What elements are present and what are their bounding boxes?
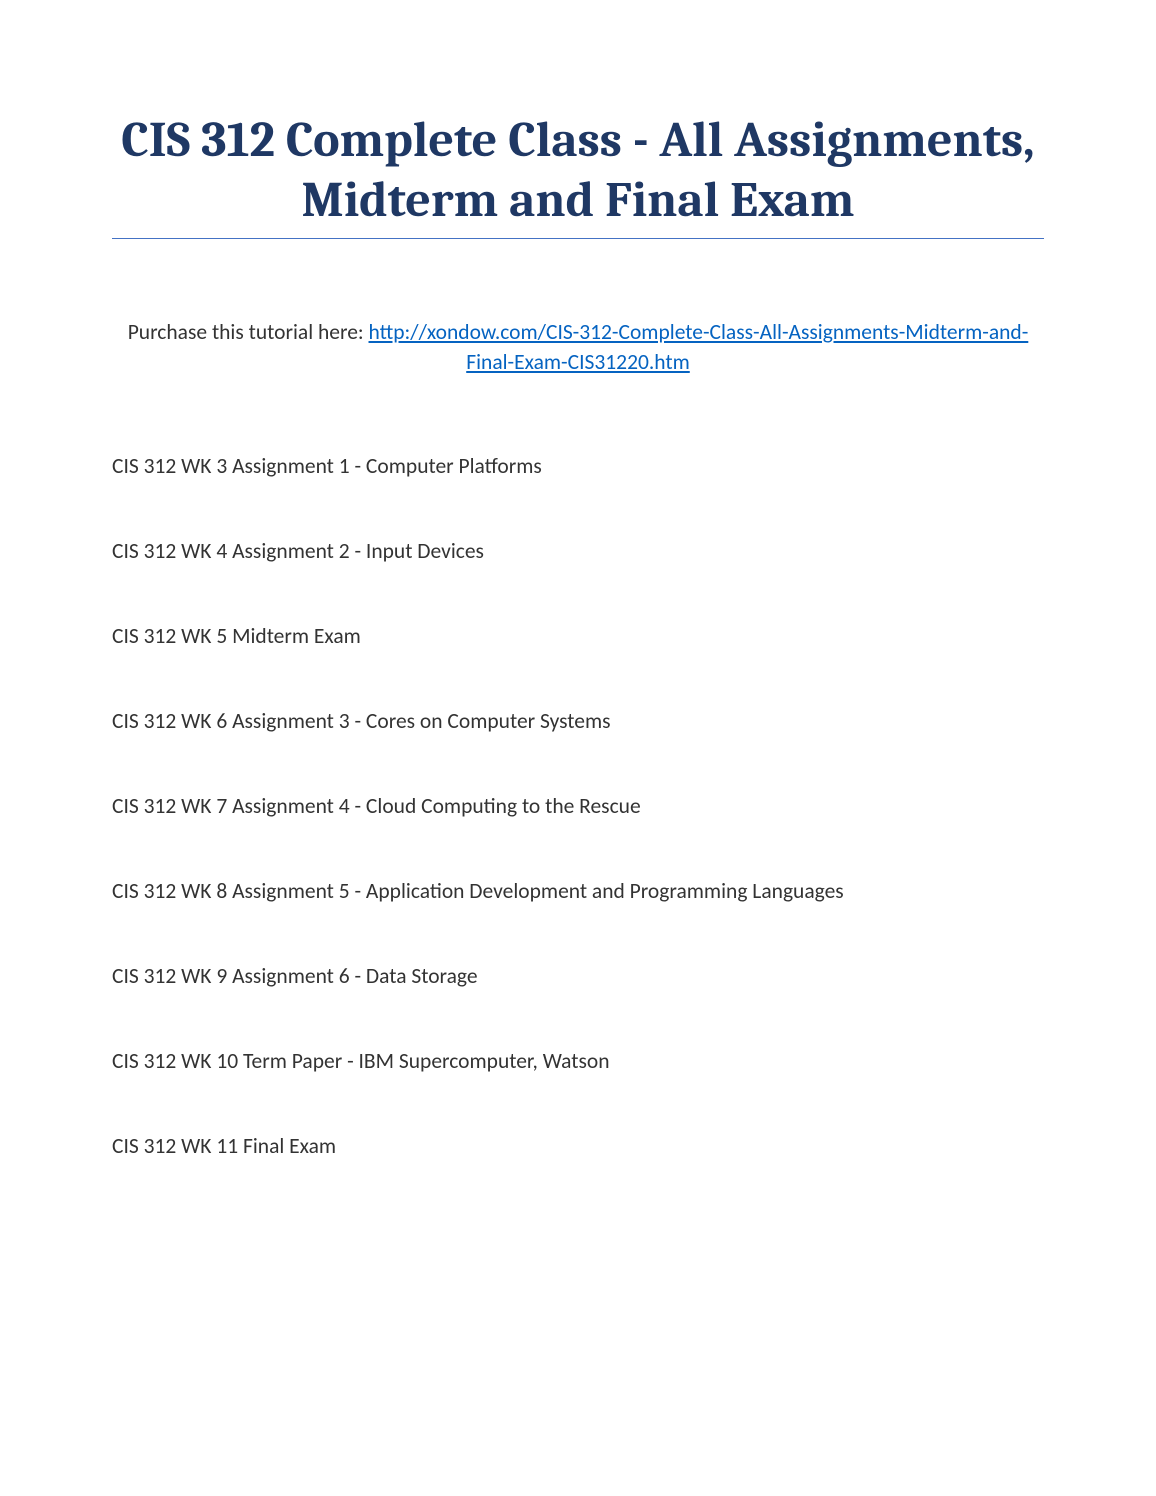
purchase-prefix: Purchase this tutorial here: (128, 319, 369, 345)
list-item: CIS 312 WK 10 Term Paper - IBM Supercomp… (112, 1048, 1044, 1076)
purchase-line: Purchase this tutorial here: http://xond… (112, 317, 1044, 377)
list-item: CIS 312 WK 4 Assignment 2 - Input Device… (112, 538, 1044, 566)
list-item: CIS 312 WK 6 Assignment 3 - Cores on Com… (112, 708, 1044, 736)
list-item: CIS 312 WK 11 Final Exam (112, 1133, 1044, 1161)
purchase-link[interactable]: http://xondow.com/CIS-312-Complete-Class… (369, 319, 1029, 375)
list-item: CIS 312 WK 9 Assignment 6 - Data Storage (112, 963, 1044, 991)
page-title: CIS 312 Complete Class - All Assignments… (112, 110, 1044, 239)
list-item: CIS 312 WK 3 Assignment 1 - Computer Pla… (112, 453, 1044, 481)
list-item: CIS 312 WK 5 Midterm Exam (112, 623, 1044, 651)
assignment-list: CIS 312 WK 3 Assignment 1 - Computer Pla… (112, 453, 1044, 1160)
document-page: CIS 312 Complete Class - All Assignments… (0, 0, 1156, 1161)
list-item: CIS 312 WK 8 Assignment 5 - Application … (112, 878, 1044, 906)
list-item: CIS 312 WK 7 Assignment 4 - Cloud Comput… (112, 793, 1044, 821)
